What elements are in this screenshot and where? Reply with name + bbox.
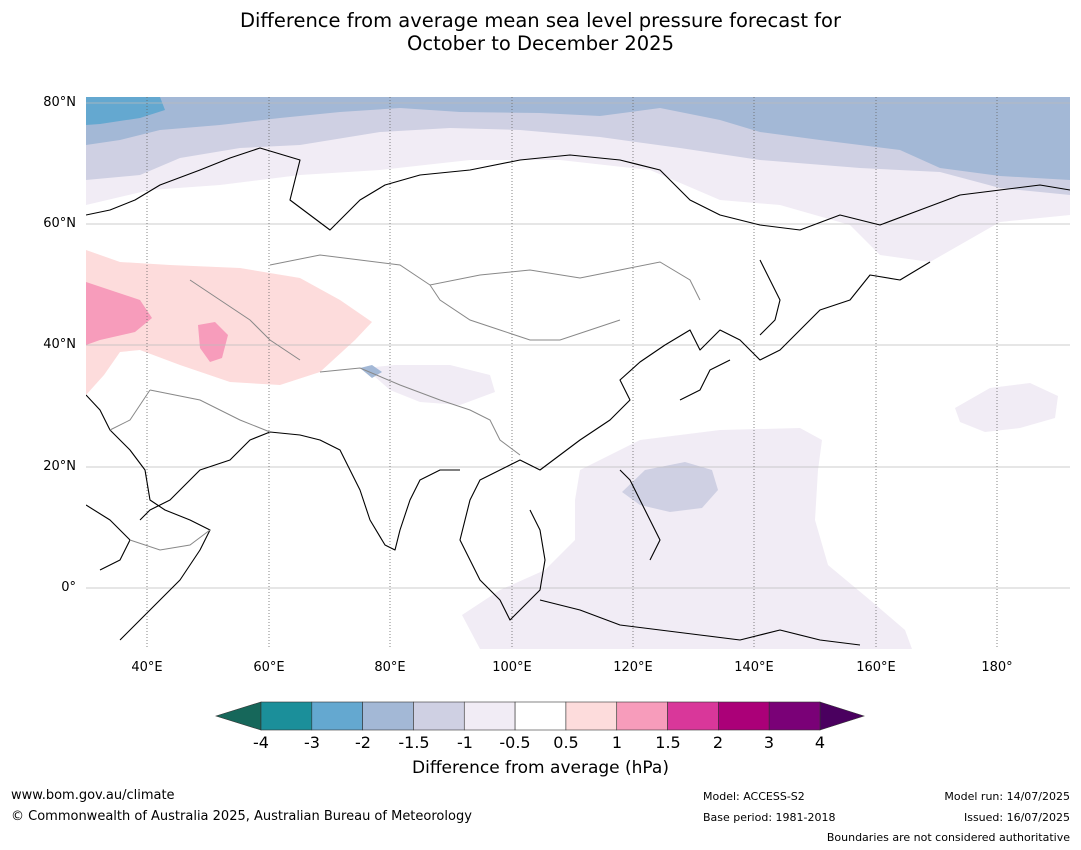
boundary-disclaimer: Boundaries are not considered authoritat… bbox=[826, 831, 1070, 844]
lon-label-120e: 120°E bbox=[613, 660, 653, 675]
colorbar-segment bbox=[565, 701, 618, 731]
coastlines bbox=[86, 147, 1070, 646]
lon-label-100e: 100°E bbox=[492, 660, 532, 675]
colorbar-segment bbox=[616, 701, 668, 731]
anomaly-area-plus-0.5 bbox=[86, 250, 372, 395]
anomaly-area-minus-0.5-pacific bbox=[462, 428, 912, 649]
copyright-notice: © Commonwealth of Australia 2025, Austra… bbox=[11, 809, 472, 824]
anomaly-area-minus-0.5-north-pacific bbox=[955, 383, 1058, 432]
map-plot-area bbox=[86, 97, 1070, 649]
lon-label-180: 180° bbox=[981, 660, 1013, 675]
colorbar-segment bbox=[362, 701, 414, 731]
colorbar-tick: -1.5 bbox=[398, 733, 430, 752]
title-line-2: October to December 2025 bbox=[407, 32, 674, 55]
lat-label-80n: 80°N bbox=[43, 95, 76, 110]
anomaly-band-minus-1.5 bbox=[86, 97, 1070, 180]
colorbar-tick: -1 bbox=[457, 733, 473, 752]
lon-label-140e: 140°E bbox=[734, 660, 774, 675]
lat-label-0: 0° bbox=[61, 580, 76, 595]
lon-label-160e: 160°E bbox=[856, 660, 896, 675]
colorbar-tick: 1.5 bbox=[655, 733, 681, 752]
colorbar-tick: 3 bbox=[763, 733, 775, 752]
lat-label-40n: 40°N bbox=[43, 337, 76, 352]
colorbar-extend-low bbox=[214, 701, 262, 731]
colorbar bbox=[214, 701, 865, 731]
issued-date: Issued: 16/07/2025 bbox=[963, 811, 1070, 824]
website-link[interactable]: www.bom.gov.au/climate bbox=[11, 788, 175, 803]
colorbar-tick: 2 bbox=[712, 733, 724, 752]
model-run-date: Model run: 14/07/2025 bbox=[944, 790, 1070, 803]
anomaly-area-minus-1-philippines bbox=[622, 462, 718, 512]
colorbar-tick: -4 bbox=[253, 733, 269, 752]
anomaly-area-minus-0.5-tibet bbox=[365, 365, 495, 405]
lat-label-20n: 20°N bbox=[43, 459, 76, 474]
lon-label-80e: 80°E bbox=[374, 660, 406, 675]
colorbar-segment bbox=[514, 701, 567, 731]
colorbar-tick: -2 bbox=[355, 733, 371, 752]
meridians bbox=[146, 97, 998, 649]
model-name: Model: ACCESS-S2 bbox=[703, 790, 805, 803]
lon-label-60e: 60°E bbox=[253, 660, 285, 675]
anomaly-area-plus-1 bbox=[86, 282, 152, 345]
anomaly-area-plus-1-east bbox=[198, 322, 228, 362]
lat-label-60n: 60°N bbox=[43, 216, 76, 231]
colorbar-tick: 4 bbox=[814, 733, 826, 752]
colorbar-tick: 1 bbox=[611, 733, 623, 752]
title-line-1: Difference from average mean sea level p… bbox=[240, 9, 841, 32]
colorbar-segment bbox=[260, 701, 313, 731]
colorbar-label: Difference from average (hPa) bbox=[412, 758, 669, 778]
anomaly-band-minus-2 bbox=[86, 97, 165, 125]
colorbar-segment bbox=[311, 701, 363, 731]
lon-label-40e: 40°E bbox=[131, 660, 163, 675]
colorbar-segment bbox=[413, 701, 465, 731]
colorbar-extend-high bbox=[819, 701, 865, 731]
colorbar-segment bbox=[667, 701, 719, 731]
chart-title: Difference from average mean sea level p… bbox=[0, 9, 1081, 55]
colorbar-segment bbox=[463, 701, 516, 731]
base-period: Base period: 1981-2018 bbox=[703, 811, 836, 824]
country-borders bbox=[109, 254, 701, 551]
colorbar-tick: 0.5 bbox=[553, 733, 579, 752]
colorbar-tick: -3 bbox=[304, 733, 320, 752]
colorbar-tick: -0.5 bbox=[499, 733, 531, 752]
gridlines bbox=[86, 102, 1070, 589]
colorbar-segment bbox=[718, 701, 770, 731]
colorbar-segment bbox=[768, 701, 821, 731]
